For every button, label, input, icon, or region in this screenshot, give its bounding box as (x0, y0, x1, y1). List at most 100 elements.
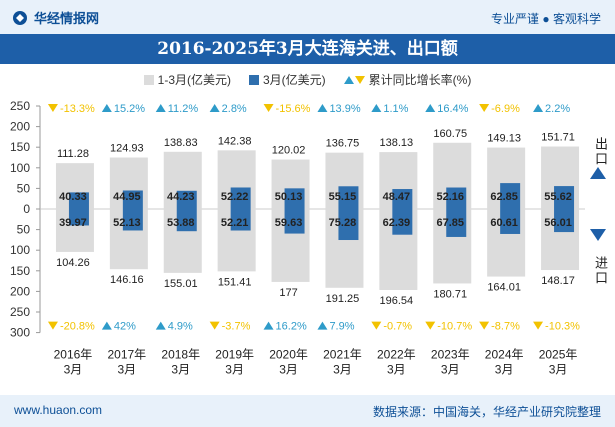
y-tick-label: 50 (17, 223, 31, 237)
label-import-cumulative: 148.17 (541, 275, 575, 287)
growth-label-export: 15.2% (114, 103, 145, 115)
top-banner: 华经情报网 专业严谨 ● 客观科学 (0, 0, 615, 34)
label-export-march: 50.13 (275, 191, 303, 203)
label-export-cumulative: 138.13 (380, 137, 414, 149)
x-tick-label-year: 2025年 (539, 348, 578, 362)
legend-label-march: 3月(亿美元) (263, 73, 326, 87)
bar-import-march (176, 209, 197, 232)
growth-label-import: -3.7% (222, 321, 251, 333)
growth-label-import: 16.2% (276, 321, 307, 333)
triangle-down-icon (354, 75, 365, 84)
bar-import-march (230, 209, 251, 231)
growth-down-triangle-icon (209, 321, 220, 330)
bar-export-march (338, 186, 359, 209)
label-import-cumulative: 151.41 (218, 276, 252, 288)
x-tick-label-year: 2018年 (161, 348, 200, 362)
growth-label-export: 11.2% (168, 103, 199, 115)
y-tick-label: 300 (10, 326, 30, 340)
label-export-cumulative: 149.13 (487, 133, 521, 145)
label-export-cumulative: 136.75 (326, 138, 360, 150)
growth-label-export: 1.1% (383, 103, 408, 115)
growth-label-export: -6.9% (491, 103, 520, 115)
x-tick-label-month: 3月 (495, 363, 514, 377)
y-tick-label: 100 (10, 243, 30, 257)
import-side-label: 进口 (593, 256, 608, 286)
label-export-cumulative: 138.83 (164, 137, 198, 149)
label-export-march: 52.22 (221, 191, 249, 203)
label-import-cumulative: 164.01 (487, 282, 521, 294)
x-tick-label-month: 3月 (279, 363, 298, 377)
label-export-march: 52.16 (436, 191, 464, 203)
label-export-cumulative: 142.38 (218, 135, 252, 147)
growth-up-triangle-icon (425, 104, 436, 112)
x-tick-label-month: 3月 (171, 363, 190, 377)
bar-import-march (554, 209, 575, 233)
x-tick-label-month: 3月 (118, 363, 137, 377)
legend-label-cumulative: 1-3月(亿美元) (157, 73, 231, 87)
growth-down-triangle-icon (263, 104, 274, 112)
trade-chart: 250 200 150 100 50 0 50 100 150 200 250 300 111.28 10… (10, 99, 585, 377)
label-import-cumulative: 155.01 (164, 278, 198, 290)
triangle-up-icon (343, 75, 354, 84)
label-export-march: 62.85 (490, 191, 518, 203)
growth-down-triangle-icon (47, 321, 58, 330)
x-tick-label-month: 3月 (441, 363, 460, 377)
label-import-cumulative: 196.54 (380, 295, 414, 307)
chart-legend: 1-3月(亿美元) 3月(亿美元) 累计同比增长率(%) (0, 71, 615, 88)
x-tick-label-month: 3月 (333, 363, 352, 377)
label-import-march: 67.85 (436, 217, 464, 229)
label-export-cumulative: 151.71 (541, 131, 575, 143)
growth-up-triangle-icon (533, 104, 544, 112)
label-export-march: 44.23 (167, 191, 195, 203)
chart-title: 2016-2025年3月大连海关进、出口额 (0, 34, 615, 64)
y-tick-label: 50 (17, 181, 31, 195)
x-tick-label-year: 2021年 (323, 348, 362, 362)
growth-label-import: 7.9% (329, 321, 354, 333)
label-import-march: 53.88 (167, 217, 195, 229)
bar-export-march (392, 189, 413, 209)
label-import-march: 75.28 (329, 217, 357, 229)
label-import-cumulative: 177 (279, 287, 297, 299)
growth-up-triangle-icon (155, 321, 166, 330)
bar-export-march (284, 188, 305, 209)
x-tick-label-year: 2016年 (54, 348, 93, 362)
data-source: 数据来源：中国海关，华经产业研究院整理 (372, 405, 601, 419)
growth-label-export: -15.6% (276, 103, 311, 115)
label-import-cumulative: 146.16 (110, 274, 144, 286)
legend-swatch-march (249, 74, 259, 85)
label-export-march: 55.62 (544, 191, 572, 203)
slogan: 专业严谨 ● 客观科学 (491, 10, 601, 27)
legend-item-march: 3月(亿美元) (249, 71, 326, 88)
growth-label-import: -8.7% (491, 321, 520, 333)
legend-item-cumulative: 1-3月(亿美元) (143, 71, 231, 88)
label-import-march: 60.61 (490, 217, 518, 229)
y-tick-label: 200 (10, 120, 30, 134)
brand[interactable]: 华经情报网 (12, 8, 99, 27)
label-export-cumulative: 160.75 (433, 128, 467, 140)
x-tick-label-month: 3月 (387, 363, 406, 377)
bar-export-march (446, 187, 467, 209)
slogan-part-2: 客观科学 (552, 12, 601, 26)
bar-import-march (122, 209, 143, 231)
bar-import-march (500, 209, 521, 234)
x-tick-label-month: 3月 (64, 363, 83, 377)
label-import-march: 59.63 (275, 217, 303, 229)
label-export-march: 55.15 (329, 191, 357, 203)
x-tick-label-year: 2024年 (485, 348, 524, 362)
bar-export-march (554, 186, 575, 209)
growth-label-import: -10.3% (545, 321, 580, 333)
growth-up-triangle-icon (209, 104, 220, 112)
growth-label-export: 2.2% (545, 103, 570, 115)
growth-label-export: 2.8% (222, 103, 247, 115)
growth-up-triangle-icon (317, 321, 328, 330)
growth-up-triangle-icon (101, 321, 112, 330)
growth-label-export: 16.4% (437, 103, 468, 115)
y-tick-label: 250 (10, 305, 30, 319)
bar-export-march (68, 192, 89, 209)
y-tick-label: 150 (10, 140, 30, 154)
website-link[interactable]: www.huaon.com (14, 403, 103, 417)
growth-down-triangle-icon (47, 104, 58, 112)
label-import-march: 56.01 (544, 217, 572, 229)
growth-label-export: 13.9% (329, 103, 360, 115)
growth-label-export: -13.3% (60, 103, 95, 115)
